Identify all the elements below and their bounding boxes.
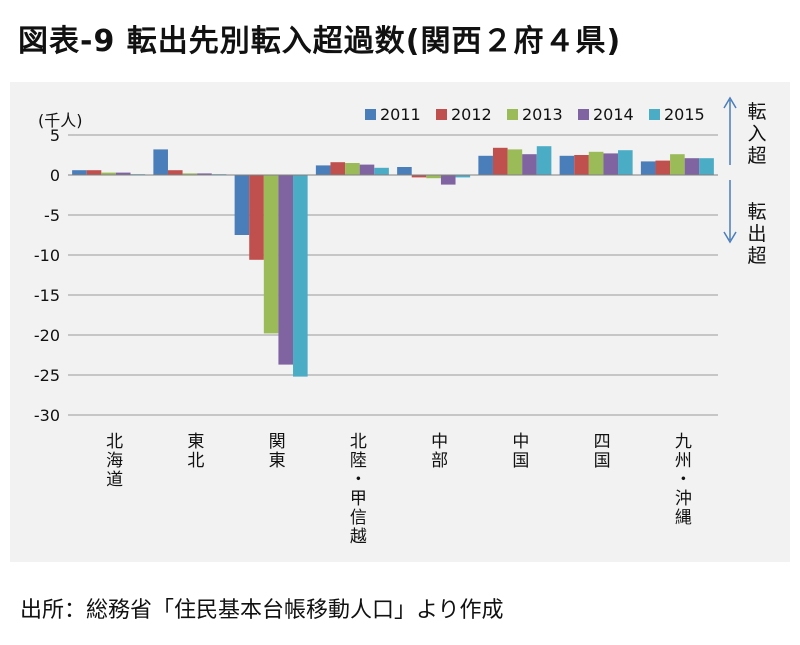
bar-2011 [397,167,412,175]
y-tick-label: -15 [34,286,60,305]
bar-2012 [249,175,264,260]
bar-2014 [359,164,375,175]
bar-2013 [263,175,279,334]
legend-swatch-2013 [507,109,518,120]
bar-2015 [699,158,714,175]
bar-2013 [670,154,685,175]
bar-2013 [345,163,360,175]
legend-label-2015: 2015 [664,105,705,124]
bar-2012 [574,155,589,175]
y-unit-label: (千人) [38,111,83,130]
bar-2015 [374,167,389,175]
bar-2015 [536,146,552,175]
y-tick-label: -20 [34,326,60,345]
category-label: 北海道 [106,432,123,490]
bar-2011 [234,175,250,235]
bar-2012 [86,170,102,175]
legend-swatch-2014 [578,109,589,120]
category-label: 中国 [512,432,529,471]
bar-2013 [588,151,604,175]
category-label: 北陸・甲信越 [350,432,367,547]
bar-2014 [115,172,131,175]
category-label: 関東 [269,432,286,471]
legend-label-2013: 2013 [522,105,563,124]
y-tick-label: 5 [50,126,60,145]
legend-swatch-2015 [649,109,660,120]
bar-2013 [507,149,523,175]
bar-2015 [618,150,633,175]
legend-label-2011: 2011 [380,105,421,124]
y-tick-label: -25 [34,366,60,385]
bar-2011 [478,155,493,175]
inbound-label: 転入超 [747,101,766,167]
down-arrow-icon [723,231,737,244]
legend-swatch-2011 [365,109,376,120]
bar-2014 [440,175,456,185]
bar-2012 [330,162,346,175]
y-tick-label: 0 [50,166,60,185]
legend-swatch-2012 [436,109,447,120]
up-arrow-icon [723,96,737,109]
bar-2012 [655,160,671,175]
bar-2015 [455,175,471,178]
bar-2011 [640,161,656,175]
bars [68,146,718,377]
legend-label-2012: 2012 [451,105,492,124]
bar-2011 [315,165,331,175]
source-note: 出所：総務省「住民基本台帳移動人口」より作成 [20,598,504,623]
outbound-label: 転出超 [747,201,766,267]
bar-2013 [182,173,198,175]
bar-2013 [426,175,441,179]
bar-2013 [101,172,116,175]
bar-2014 [684,158,700,175]
bar-2015 [293,175,308,377]
chart-title: 図表-9 転出先別転入超過数(関西２府４県) [18,24,622,59]
bar-2012 [411,175,427,178]
legend: 2011 2012 2013 2014 2015 [365,105,705,124]
category-label: 九州・沖縄 [675,432,692,528]
bar-2011 [72,170,87,175]
bar-2014 [197,173,212,175]
bar-2012 [492,147,508,175]
y-tick-label: -5 [44,206,60,225]
axis-labels: 5 0 -5 -10 -15 -20 -25 -30 (千人) 北海道 東北 関東 北陸・甲信越 中部 中国… [34,111,692,547]
bar-2014 [522,154,537,175]
legend-label-2014: 2014 [593,105,634,124]
gridlines [68,134,718,416]
category-label: 四国 [594,432,611,471]
y-tick-label: -30 [34,406,60,425]
bar-2012 [167,170,183,175]
bar-2011 [153,149,168,175]
category-label: 東北 [187,432,204,471]
bar-2014 [278,175,294,365]
category-label: 中部 [431,432,448,471]
bar-2011 [559,155,575,175]
y-tick-label: -10 [34,246,60,265]
bar-2014 [603,153,619,175]
